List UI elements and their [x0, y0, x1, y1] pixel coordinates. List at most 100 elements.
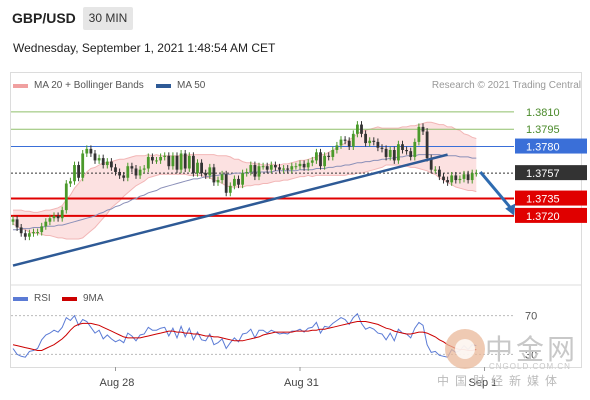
- legend-9ma: 9MA: [62, 293, 104, 304]
- candle-body: [331, 150, 335, 157]
- candle-body: [372, 140, 376, 142]
- level-tag-1.3720: [515, 207, 587, 223]
- candle-body: [196, 162, 199, 174]
- candle-body: [77, 165, 80, 178]
- candle-body: [429, 158, 433, 170]
- bollinger-swatch: [13, 83, 28, 88]
- legend-ma50-label: MA 50: [177, 80, 206, 91]
- candle-body: [339, 139, 343, 146]
- candle-body: [392, 150, 396, 161]
- candle-body: [155, 160, 158, 162]
- watermark-subtitle: 中国财经新媒体: [437, 374, 564, 388]
- candle-body: [306, 162, 310, 168]
- trendline: [12, 153, 448, 267]
- candle-body: [52, 215, 56, 219]
- candle-body: [171, 155, 175, 167]
- candle-body: [228, 185, 232, 193]
- x-tick-label: Aug 28: [100, 377, 135, 389]
- legend-rsi: RSI: [13, 293, 51, 304]
- candle-body: [81, 153, 85, 178]
- candle-body: [302, 163, 306, 168]
- candle-body: [138, 169, 142, 176]
- candle-body: [286, 168, 290, 170]
- candle-body: [163, 155, 167, 157]
- candle-body: [200, 162, 203, 174]
- candle-body: [450, 175, 454, 183]
- rsi-series-9ma: [12, 321, 477, 351]
- candle-body: [294, 166, 298, 168]
- legend-ma50: MA 50: [156, 80, 205, 91]
- candle-body: [15, 219, 19, 228]
- candle-body: [151, 156, 154, 161]
- legend-bollinger: MA 20 + Bollinger Bands: [13, 80, 144, 91]
- candle-body: [409, 151, 413, 157]
- candle-body: [298, 163, 302, 167]
- timeframe-button[interactable]: 30 MIN: [83, 7, 133, 30]
- candle-body: [253, 165, 257, 177]
- candle-body: [347, 140, 351, 147]
- candle-body: [274, 165, 277, 168]
- candle-body: [376, 141, 380, 148]
- candle-body: [220, 174, 224, 181]
- forecast-arrow-shaft: [479, 171, 513, 210]
- candle-body: [446, 180, 449, 183]
- candle-body: [265, 166, 269, 170]
- rsi-tick-label-30: 30: [525, 349, 537, 361]
- candle-body: [269, 165, 273, 170]
- candle-body: [356, 124, 359, 134]
- candle-body: [233, 178, 236, 186]
- candle-body: [315, 152, 318, 161]
- candle-body: [249, 165, 253, 172]
- header-bar: GBP/USD 30 MIN: [0, 0, 590, 36]
- candle-body: [64, 183, 68, 211]
- level-label-1.3757: 1.3757: [526, 168, 560, 180]
- candle-body: [208, 167, 212, 176]
- candle-body: [134, 168, 138, 176]
- level-label-1.3795: 1.3795: [526, 124, 560, 136]
- level-label-1.3720: 1.3720: [526, 211, 560, 223]
- candle-body: [11, 219, 15, 222]
- candle-body: [462, 174, 466, 179]
- candle-body: [56, 215, 60, 219]
- level-label-1.3735: 1.3735: [526, 194, 560, 206]
- candle-body: [261, 166, 265, 168]
- rsi-tick-label-70: 70: [525, 311, 537, 323]
- candle-body: [405, 150, 408, 152]
- candle-body: [224, 174, 228, 193]
- legend-9ma-label: 9MA: [83, 293, 104, 304]
- candle-body: [204, 173, 208, 176]
- watermark-url: CNGOLD.COM.CN: [489, 362, 571, 371]
- watermark: 中金网 CNGOLD.COM.CN 中国财经新媒体: [437, 326, 587, 390]
- credit-label: Research © 2021 Trading Central: [431, 80, 581, 91]
- candle-body: [237, 178, 240, 185]
- bollinger-band-area: [13, 122, 477, 239]
- candle-body: [187, 155, 191, 169]
- candle-body: [40, 226, 44, 233]
- candle-body: [245, 171, 249, 174]
- candle-body: [380, 147, 384, 149]
- candle-body: [388, 150, 392, 157]
- candle-body: [126, 166, 130, 178]
- x-tick-label: Aug 31: [284, 377, 319, 389]
- ma9-swatch: [62, 296, 77, 301]
- candle-body: [118, 171, 121, 176]
- candle-body: [101, 158, 105, 166]
- candle-body: [278, 167, 281, 170]
- candle-body: [32, 232, 35, 234]
- candle-body: [360, 124, 363, 134]
- candle-body: [44, 221, 48, 227]
- candle-body: [327, 155, 331, 157]
- candle-body: [192, 155, 195, 174]
- candle-body: [105, 161, 109, 166]
- candle-body: [122, 175, 126, 178]
- candle-body: [73, 165, 76, 182]
- candle-body: [85, 148, 89, 154]
- candle-body: [413, 141, 417, 157]
- candle-body: [28, 233, 31, 237]
- candle-body: [114, 167, 117, 172]
- candle-body: [425, 131, 429, 159]
- legend-rsi-label: RSI: [34, 293, 51, 304]
- candle-body: [212, 167, 216, 183]
- candle-body: [257, 166, 261, 177]
